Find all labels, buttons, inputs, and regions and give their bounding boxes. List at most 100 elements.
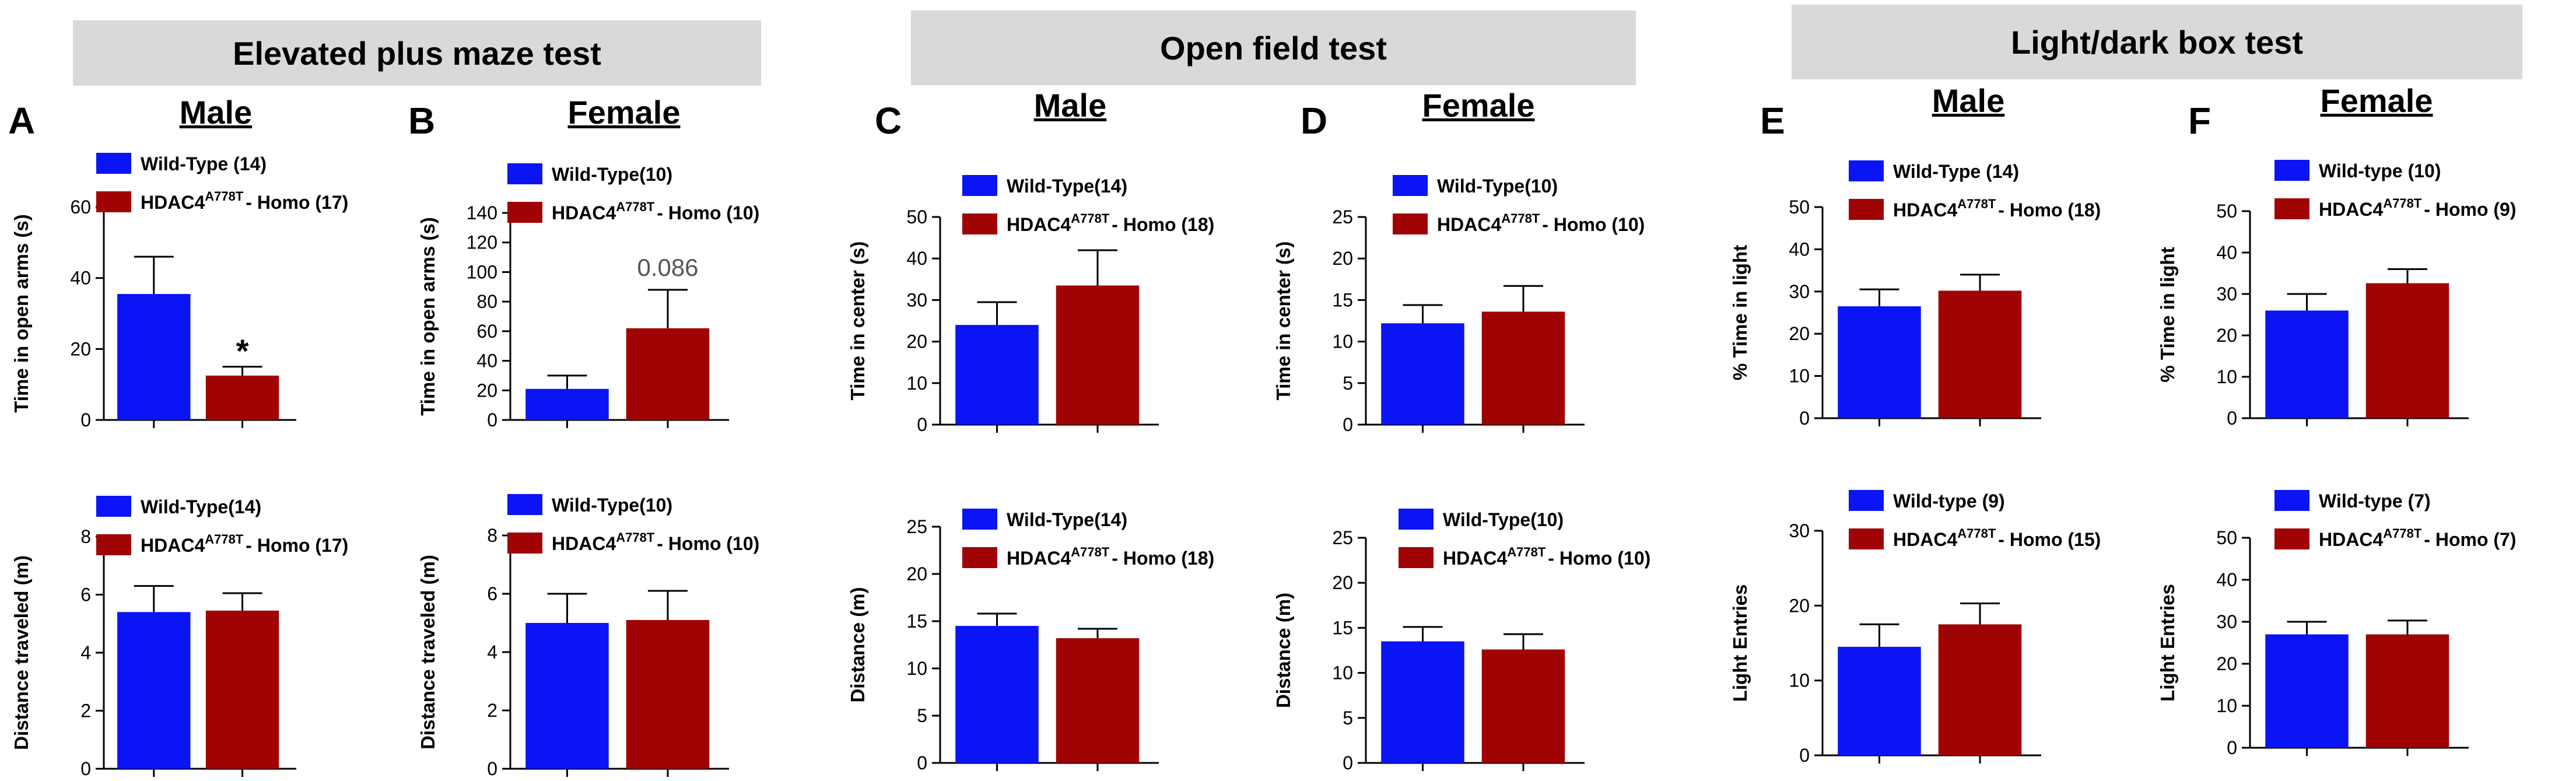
y-axis-label: Light Entries: [1729, 584, 1751, 702]
bar-wild-type: [525, 388, 609, 420]
y-tick-label: 40: [70, 268, 91, 289]
y-tick-label: 10: [2216, 366, 2237, 387]
y-tick-label: 0: [2227, 737, 2237, 758]
y-tick-label: 8: [80, 526, 91, 547]
legend-label-hdac4-homo: HDAC4A778T - Homo (10): [552, 199, 759, 223]
legend-swatch-hdac4-homo: [1849, 528, 1884, 549]
y-tick-label: 0: [917, 414, 927, 435]
bar-wild-type: [1838, 646, 1921, 755]
chart-a-bottom: 0 2 4 6 8 Distance traveled (m) Wild-Type(14) H…: [10, 496, 348, 779]
legend-swatch-hdac4-homo: [2274, 198, 2309, 219]
legend-swatch-wild-type: [1399, 509, 1434, 530]
legend-label-wild-type: Wild-Type(14): [1007, 176, 1127, 197]
y-tick-label: 20: [1789, 595, 1810, 616]
y-axis-label: Light Entries: [2157, 584, 2178, 702]
legend-label-wild-type: Wild-Type(10): [1437, 176, 1558, 197]
legend-swatch-wild-type: [2274, 490, 2309, 511]
y-tick-label: 6: [80, 584, 91, 605]
y-tick-label: 40: [476, 351, 497, 372]
panel-letter-f: F: [2188, 100, 2211, 142]
legend-label-wild-type: Wild-Type(10): [552, 495, 672, 516]
legend-label-hdac4-homo: HDAC4A778T - Homo (7): [2319, 526, 2516, 550]
bar-hdac4-homo: [1481, 311, 1565, 425]
y-tick-label: 0: [2227, 408, 2237, 429]
legend-label-hdac4-homo: HDAC4A778T - Homo (17): [141, 532, 348, 556]
legend-label-wild-type: Wild-Type(14): [141, 496, 261, 517]
y-tick-label: 120: [467, 232, 497, 253]
legend-label-hdac4-homo: HDAC4A778T - Homo (18): [1007, 545, 1214, 569]
legend-swatch-wild-type: [1849, 160, 1884, 181]
y-tick-label: 20: [1789, 323, 1810, 344]
chart-c-top: 0 10 20 30 40 50 Time in center (s) Wild-Type(1…: [847, 175, 1214, 435]
legend-label-wild-type: Wild-Type(14): [1007, 509, 1127, 530]
y-axis-label: Time in open arms (s): [417, 217, 439, 415]
panel-title-e: Male: [1932, 82, 2005, 119]
chart-b-bottom: 0 2 4 6 8 Distance traveled (m) Wild-Type(10) H…: [417, 494, 759, 779]
legend-swatch-wild-type: [962, 175, 997, 196]
legend-label-wild-type: Wild-Type(10): [1443, 509, 1564, 530]
y-tick-label: 0: [917, 752, 927, 773]
legend-swatch-hdac4-homo: [1399, 547, 1434, 568]
panel-letter-d: D: [1301, 100, 1328, 142]
y-tick-label: 15: [1332, 289, 1353, 310]
legend-swatch-wild-type: [96, 496, 131, 517]
y-axis-label: % Time in light: [2157, 247, 2178, 382]
y-tick-label: 25: [1332, 206, 1353, 227]
y-tick-label: 30: [906, 289, 927, 310]
legend-swatch-wild-type: [96, 153, 131, 174]
legend-swatch-wild-type: [1393, 175, 1428, 196]
bar-hdac4-homo: [1938, 290, 2022, 418]
bar-hdac4-homo: [1056, 285, 1140, 425]
y-axis-label: Distance traveled (m): [417, 555, 439, 750]
y-tick-label: 30: [1789, 281, 1810, 302]
legend-label-hdac4-homo: HDAC4A778T - Homo (9): [2319, 196, 2516, 220]
y-axis-label: Time in center (s): [1273, 241, 1294, 401]
header-elevated-plus-maze: Elevated plus maze test: [73, 20, 761, 86]
y-tick-label: 6: [487, 583, 497, 604]
panel-title-b: Female: [567, 94, 681, 131]
legend-label-wild-type: Wild-type (10): [2319, 160, 2441, 181]
bar-wild-type: [525, 623, 609, 769]
y-axis-label: % Time in light: [1729, 245, 1751, 380]
bar-hdac4-homo: [1481, 649, 1565, 763]
y-tick-label: 15: [906, 611, 927, 632]
y-tick-label: 0: [1799, 745, 1810, 766]
legend-swatch-hdac4-homo: [962, 213, 997, 234]
legend-label-hdac4-homo: HDAC4A778T - Homo (18): [1007, 211, 1214, 235]
y-tick-label: 30: [2216, 611, 2237, 632]
legend-label-wild-type: Wild-Type (14): [1893, 161, 2019, 182]
bar-wild-type: [955, 325, 1039, 425]
y-axis-label: Time in open arms (s): [10, 214, 32, 412]
chart-e-bottom: 0 10 20 30 Light Entries Wild-type (9) HDAC4A7…: [1729, 490, 2101, 766]
y-tick-label: 25: [1332, 527, 1353, 548]
y-tick-label: 80: [476, 291, 497, 312]
y-tick-label: 0: [1343, 414, 1353, 435]
legend-label-hdac4-homo: HDAC4A778T - Homo (10): [552, 530, 759, 554]
y-tick-label: 10: [906, 373, 927, 394]
y-tick-label: 10: [2216, 695, 2237, 716]
y-tick-label: 10: [906, 658, 927, 679]
y-tick-label: 0: [80, 409, 91, 430]
legend-swatch-hdac4-homo: [507, 202, 542, 223]
y-tick-label: 50: [2216, 527, 2237, 548]
y-tick-label: 40: [906, 248, 927, 269]
panel-title-c: Male: [1033, 87, 1107, 124]
y-tick-label: 0: [1343, 752, 1353, 773]
legend-label-wild-type: Wild-Type (14): [141, 153, 267, 174]
bar-hdac4-homo: [2365, 283, 2449, 418]
bar-wild-type: [1381, 641, 1464, 763]
y-tick-label: 140: [467, 202, 497, 223]
y-tick-label: 20: [2216, 325, 2237, 346]
y-tick-label: 5: [1343, 373, 1353, 394]
y-tick-label: 60: [70, 197, 91, 218]
y-tick-label: 20: [906, 563, 927, 584]
chart-b-top: 0 20 40 60 80 100 120 140 Time in open arms (s) 0…: [417, 163, 759, 430]
y-tick-label: 10: [1789, 670, 1810, 691]
bar-hdac4-homo: [2365, 634, 2449, 748]
bar-wild-type: [1838, 306, 1921, 418]
legend-swatch-wild-type: [1849, 490, 1884, 511]
y-tick-label: 10: [1332, 331, 1353, 352]
legend-label-wild-type: Wild-type (9): [1893, 491, 2005, 512]
bar-hdac4-homo: [205, 375, 279, 420]
